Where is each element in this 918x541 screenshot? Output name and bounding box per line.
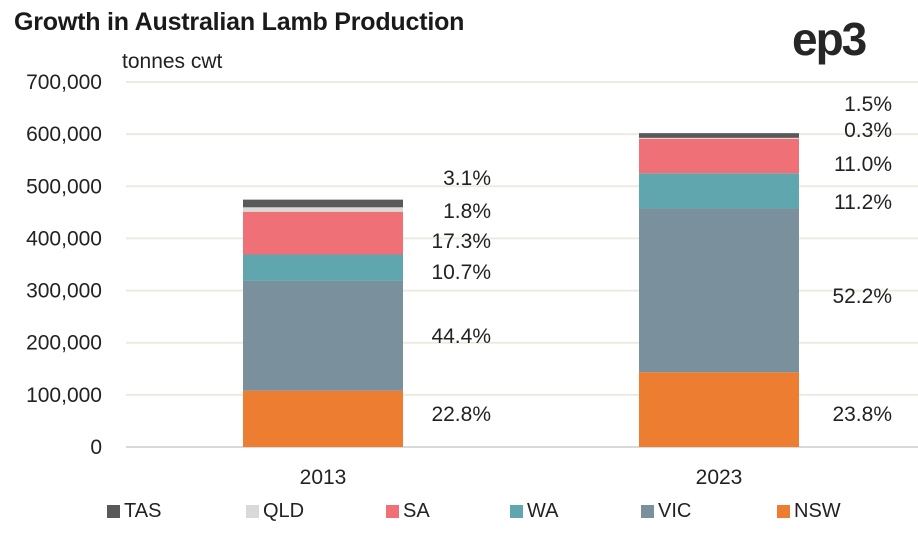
y-tick-label: 600,000 bbox=[26, 123, 102, 146]
legend-swatch bbox=[641, 505, 654, 518]
y-tick-label: 400,000 bbox=[26, 227, 102, 250]
y-tick-label: 500,000 bbox=[26, 175, 102, 198]
legend-label: VIC bbox=[658, 500, 692, 522]
y-tick-label: 300,000 bbox=[26, 280, 102, 303]
bar-segment-vic-2013 bbox=[243, 280, 403, 391]
bars bbox=[243, 133, 799, 447]
legend: TAS QLD SA WA VIC NSW bbox=[0, 500, 918, 528]
y-axis-unit-label: tonnes cwt bbox=[122, 50, 223, 73]
bar-segment-sa-2023 bbox=[639, 138, 799, 174]
bar-segment-wa-2023 bbox=[639, 173, 799, 209]
data-label-vic-2013: 44.4% bbox=[431, 325, 491, 348]
legend-label: WA bbox=[527, 500, 559, 522]
legend-item-sa: SA bbox=[386, 500, 430, 523]
y-tick-label: 200,000 bbox=[26, 332, 102, 355]
y-tick-label: 700,000 bbox=[26, 71, 102, 94]
bar-segment-qld-2023 bbox=[639, 137, 799, 139]
y-tick-label: 100,000 bbox=[26, 384, 102, 407]
bar-segment-tas-2013 bbox=[243, 199, 403, 208]
x-tick-label: 2023 bbox=[696, 466, 743, 489]
bar-segment-sa-2013 bbox=[243, 211, 403, 255]
data-label-qld-2013: 1.8% bbox=[443, 200, 491, 223]
legend-label: SA bbox=[403, 500, 430, 522]
legend-label: TAS bbox=[124, 500, 162, 522]
legend-swatch bbox=[386, 505, 399, 518]
data-label-tas-2023: 1.5% bbox=[844, 93, 892, 116]
bar-segment-vic-2023 bbox=[639, 208, 799, 373]
legend-item-qld: QLD bbox=[246, 500, 304, 523]
data-label-vic-2023: 52.2% bbox=[832, 285, 892, 308]
legend-item-wa: WA bbox=[510, 500, 558, 523]
legend-item-vic: VIC bbox=[641, 500, 691, 523]
data-labels: 22.8% 44.4% 10.7% 17.3% 1.8% 3.1% 23.8% 52.2% 11… bbox=[431, 93, 892, 426]
data-label-sa-2023: 11.0% bbox=[834, 153, 892, 176]
bar-segment-nsw-2023 bbox=[639, 372, 799, 447]
data-label-sa-2013: 17.3% bbox=[431, 230, 491, 253]
x-tick-label: 2013 bbox=[300, 466, 347, 489]
ep3-logo: ep3 bbox=[792, 13, 867, 65]
legend-swatch bbox=[777, 505, 790, 518]
legend-swatch bbox=[107, 505, 120, 518]
legend-label: NSW bbox=[794, 500, 841, 522]
bar-segment-qld-2013 bbox=[243, 207, 403, 212]
chart-title: Growth in Australian Lamb Production bbox=[14, 8, 465, 36]
data-label-tas-2013: 3.1% bbox=[443, 167, 491, 190]
x-axis-ticks: 2013 2023 bbox=[300, 466, 743, 489]
data-label-wa-2013: 10.7% bbox=[431, 261, 491, 284]
data-label-qld-2023: 0.3% bbox=[844, 119, 892, 142]
legend-label: QLD bbox=[263, 500, 305, 522]
data-label-nsw-2023: 23.8% bbox=[832, 403, 892, 426]
legend-item-nsw: NSW bbox=[777, 500, 841, 523]
legend-swatch bbox=[510, 505, 523, 518]
legend-item-tas: TAS bbox=[107, 500, 161, 523]
bar-segment-tas-2023 bbox=[639, 133, 799, 138]
legend-swatch bbox=[246, 505, 259, 518]
bar-segment-nsw-2013 bbox=[243, 390, 403, 447]
y-tick-label: 0 bbox=[90, 436, 102, 459]
data-label-wa-2023: 11.2% bbox=[834, 191, 892, 214]
data-label-nsw-2013: 22.8% bbox=[431, 403, 491, 426]
y-axis-ticks: 0 100,000 200,000 300,000 400,000 500,000 600,… bbox=[26, 71, 102, 459]
bar-segment-wa-2013 bbox=[243, 254, 403, 281]
